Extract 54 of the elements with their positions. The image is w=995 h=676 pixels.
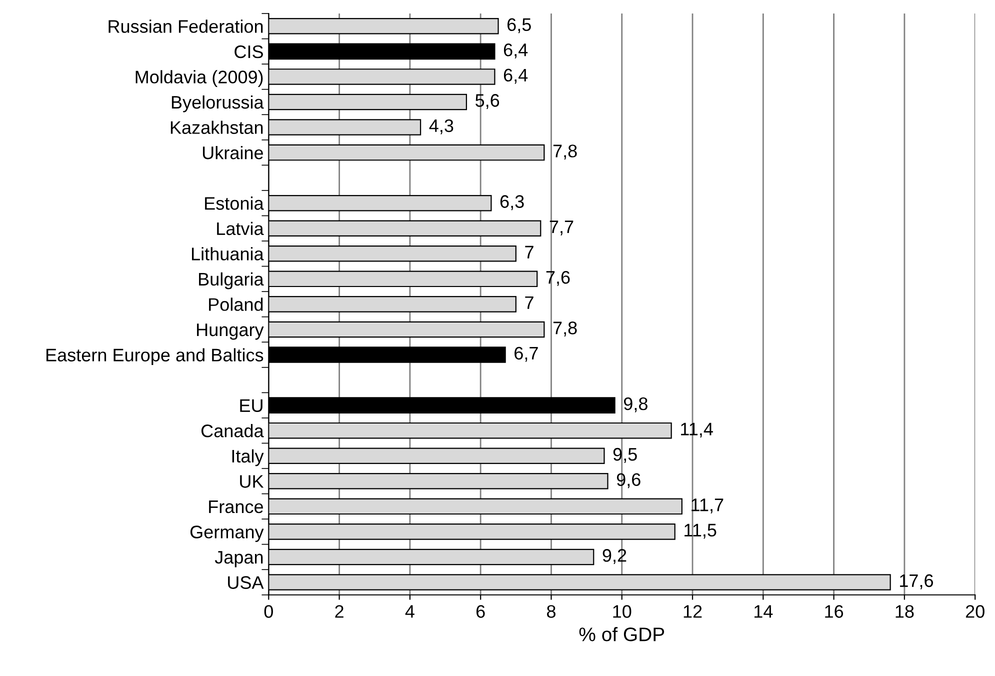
x-tick-label: 2 xyxy=(335,605,344,618)
y-tick-label: Eastern Europe and Baltics xyxy=(46,348,264,366)
x-tick-label: 8 xyxy=(546,605,556,618)
y-tick-label: EU xyxy=(240,399,262,412)
x-tick-label: 18 xyxy=(896,605,914,618)
data-label: 7,8 xyxy=(553,144,577,160)
data-label: 17,6 xyxy=(900,574,934,590)
data-label: 7,6 xyxy=(546,270,570,286)
x-tick-label: 4 xyxy=(405,605,414,618)
y-tick-label: Lithuania xyxy=(192,247,264,260)
data-label: 7 xyxy=(525,296,534,309)
data-label: 11,5 xyxy=(684,524,716,539)
x-tick-label: 6 xyxy=(476,605,485,618)
x-tick-label: 14 xyxy=(754,605,773,618)
data-label: 6,4 xyxy=(504,43,528,58)
y-tick-label: France xyxy=(209,500,263,514)
y-tick-label: Hungary xyxy=(197,324,264,340)
x-axis-title: % of GDP xyxy=(579,627,664,642)
y-tick-label: Ukraine xyxy=(202,146,263,160)
y-tick-label: Russian Federation xyxy=(108,20,263,33)
data-label: 6,5 xyxy=(507,18,531,34)
data-label: 9,5 xyxy=(613,448,637,463)
data-label: 11,4 xyxy=(681,422,713,438)
x-tick-label: 20 xyxy=(966,605,984,618)
y-tick-label: Kazakhstan xyxy=(170,120,263,134)
data-label: 6,3 xyxy=(500,195,524,210)
x-tick-label: 0 xyxy=(264,605,273,618)
y-tick-label: Latvia xyxy=(217,222,264,236)
data-label: 7,7 xyxy=(550,220,574,236)
data-label: 11,7 xyxy=(692,498,724,514)
y-tick-label: Bulgaria xyxy=(199,272,264,290)
y-tick-label: Canada xyxy=(201,424,264,438)
y-tick-label: Moldavia (2009) xyxy=(136,70,263,87)
data-label: 9,8 xyxy=(624,397,648,412)
y-tick-label: Japan xyxy=(214,551,263,568)
data-label: 6,7 xyxy=(514,346,538,362)
y-tick-label: Poland xyxy=(209,298,263,311)
y-tick-label: UK xyxy=(240,475,264,488)
y-tick-label: Estonia xyxy=(205,196,264,210)
y-tick-label: CIS xyxy=(234,45,263,58)
data-label: 9,2 xyxy=(602,549,626,564)
data-label: 7,8 xyxy=(553,322,577,336)
data-label: 5,6 xyxy=(476,94,500,109)
y-tick-label: Italy xyxy=(232,449,264,466)
x-tick-label: 16 xyxy=(825,605,844,618)
data-label: 7 xyxy=(525,246,534,258)
y-tick-label: Byelorussia xyxy=(172,95,264,112)
data-label: 6,4 xyxy=(504,68,528,84)
y-tick-label: Germany xyxy=(190,526,264,542)
data-label: 4,3 xyxy=(429,119,454,134)
data-label: 9,6 xyxy=(616,473,640,488)
x-tick-label: 10 xyxy=(613,605,632,618)
y-tick-label: USA xyxy=(228,576,264,589)
x-tick-label: 12 xyxy=(684,605,702,618)
